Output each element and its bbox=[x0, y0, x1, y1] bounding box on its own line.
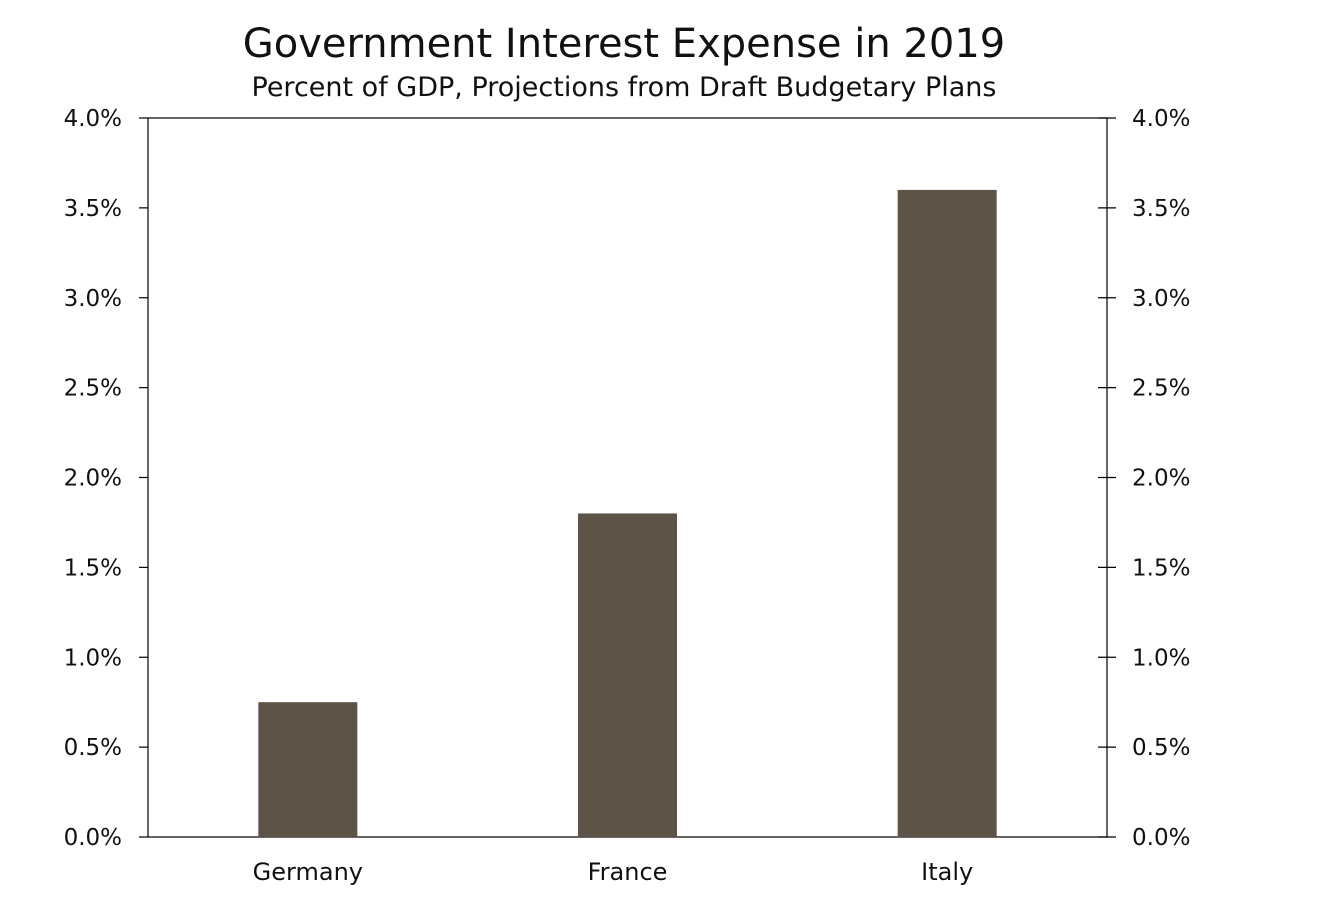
category-label-italy: Italy bbox=[921, 858, 973, 886]
category-label-france: France bbox=[588, 858, 668, 886]
bars-group bbox=[258, 189, 997, 837]
bar-italy bbox=[897, 189, 997, 837]
right-tick-label: 2.5% bbox=[1132, 376, 1190, 402]
left-tick-label: 0.0% bbox=[64, 825, 122, 851]
left-tick-label: 1.0% bbox=[64, 645, 122, 671]
bar-france bbox=[578, 513, 677, 837]
chart-subtitle: Percent of GDP, Projections from Draft B… bbox=[251, 72, 997, 103]
left-tick-label: 1.5% bbox=[64, 555, 122, 581]
left-tick-label: 3.0% bbox=[64, 286, 122, 312]
left-tick-label: 2.0% bbox=[64, 466, 122, 492]
category-labels: Germany France Italy bbox=[253, 858, 974, 886]
right-tick-label: 3.0% bbox=[1132, 286, 1190, 312]
right-tick-label: 4.0% bbox=[1132, 106, 1190, 132]
left-tick-label: 3.5% bbox=[64, 196, 122, 222]
right-tick-label: 0.0% bbox=[1132, 825, 1190, 851]
left-y-axis: 0.0% 0.5% 1.0% 1.5% 2.0% 2.5% 3.0% 3.5% 4.0% bbox=[64, 106, 148, 851]
right-tick-label: 3.5% bbox=[1132, 196, 1190, 222]
category-label-germany: Germany bbox=[253, 858, 363, 886]
right-tick-label: 2.0% bbox=[1132, 466, 1190, 492]
right-tick-label: 0.5% bbox=[1132, 735, 1190, 761]
left-tick-label: 2.5% bbox=[64, 376, 122, 402]
chart-title: Government Interest Expense in 2019 bbox=[242, 21, 1006, 67]
left-tick-label: 4.0% bbox=[64, 106, 122, 132]
right-tick-label: 1.5% bbox=[1132, 555, 1190, 581]
right-y-axis: 0.0% 0.5% 1.0% 1.5% 2.0% 2.5% 3.0% 3.5% 4.0% bbox=[1098, 106, 1190, 851]
bar-germany bbox=[258, 702, 358, 837]
left-tick-label: 0.5% bbox=[64, 735, 122, 761]
right-tick-label: 1.0% bbox=[1132, 645, 1190, 671]
